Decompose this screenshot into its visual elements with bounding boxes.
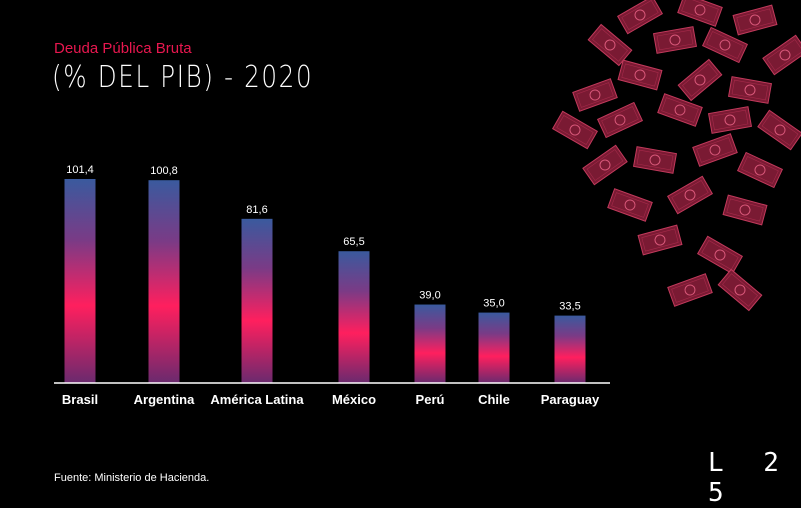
- banknote-icon: [667, 273, 713, 307]
- category-label: Paraguay: [541, 392, 600, 407]
- data-label: 100,8: [150, 165, 178, 177]
- banknote-icon: [677, 58, 723, 102]
- banknote-icon: [617, 59, 663, 91]
- data-label: 39,0: [419, 290, 440, 302]
- banknote-icon: [722, 194, 768, 226]
- source-note: Fuente: Ministerio de Hacienda.: [54, 472, 210, 484]
- banknote-icon: [701, 26, 749, 64]
- bar-méxico: [338, 251, 370, 383]
- category-label: México: [332, 392, 376, 407]
- data-label: 81,6: [246, 204, 267, 216]
- banknote-icon: [677, 0, 723, 27]
- category-label: América Latina: [210, 392, 304, 407]
- data-label: 35,0: [483, 298, 504, 310]
- banknote-icon: [736, 151, 784, 189]
- bar-paraguay: [554, 315, 586, 383]
- data-label: 33,5: [559, 301, 580, 313]
- bar-argentina: [148, 180, 180, 383]
- category-label: Chile: [478, 392, 510, 407]
- bar-perú: [414, 304, 446, 383]
- banknote-icon: [757, 109, 801, 151]
- banknote-icon: [551, 110, 599, 150]
- banknote-icon: [616, 0, 664, 35]
- banknote-icon: [657, 93, 703, 127]
- data-label: 65,5: [343, 236, 364, 248]
- category-label: Argentina: [134, 392, 195, 407]
- chart-subtitle: Deuda Pública Bruta: [54, 40, 192, 57]
- banknote-icon: [727, 76, 773, 104]
- category-label: Perú: [416, 392, 445, 407]
- banknote-icon: [587, 23, 633, 67]
- banknote-icon: [717, 268, 763, 312]
- banknote-icon: [692, 133, 738, 167]
- bar-brasil: [64, 179, 96, 383]
- banknote-icon: [732, 4, 778, 36]
- banknote-icon: [632, 146, 678, 174]
- bar-américa-latina: [241, 218, 273, 383]
- banknote-icon: [652, 26, 698, 54]
- bar-chile: [478, 312, 510, 383]
- brand-logo: L 2 5: [708, 448, 791, 508]
- banknote-icon: [666, 175, 714, 215]
- banknote-icon: [637, 224, 683, 256]
- banknote-icon: [762, 34, 801, 76]
- banknote-icon: [596, 101, 644, 139]
- data-label: 101,4: [66, 164, 94, 176]
- banknote-icon: [572, 78, 618, 112]
- banknote-icon: [607, 188, 653, 222]
- banknote-icon: [696, 235, 744, 275]
- banknote-icon: [707, 106, 753, 134]
- category-label: Brasil: [62, 392, 98, 407]
- chart-title: (% DEL PIB) - 2020: [52, 60, 314, 95]
- banknote-icon: [582, 144, 628, 186]
